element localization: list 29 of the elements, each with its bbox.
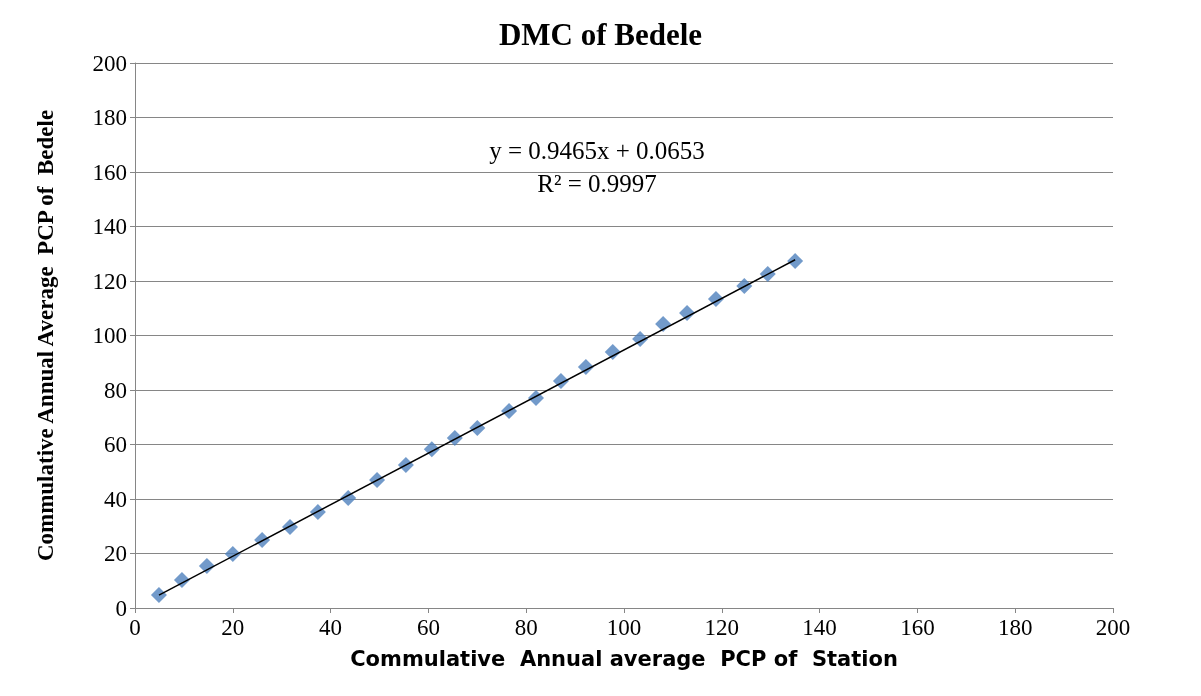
annotation: y = 0.9465x + 0.0653: [489, 137, 705, 164]
x-tick-label: 140: [802, 615, 837, 640]
point: [787, 253, 804, 270]
y-tick-label: 200: [92, 50, 127, 76]
x-tick-label: 120: [704, 615, 740, 640]
x-tick-label: 40: [319, 615, 343, 640]
y-tick-label: 120: [92, 268, 127, 294]
x-tick-label: 60: [416, 615, 440, 640]
x-tick-label: 100: [606, 615, 642, 640]
y-tick-label: 80: [104, 377, 127, 403]
x-tick-label: 200: [1095, 615, 1131, 640]
y-tick-label: 100: [92, 323, 127, 348]
x-tick-label: 20: [221, 615, 245, 640]
point: [150, 586, 167, 603]
x-tick-label: 80: [514, 615, 538, 640]
y-axis-title: Commulative Annual Average PCP of Bedele: [33, 109, 58, 562]
point: [655, 316, 672, 333]
y-tick-label: 20: [104, 541, 127, 566]
chart-title: DMC of Bedele: [498, 17, 703, 52]
y-tick-label: 40: [104, 486, 127, 512]
x-tick-label: 180: [997, 615, 1033, 640]
y-tick-label: 140: [92, 214, 127, 239]
y-tick-label: 60: [104, 432, 127, 457]
y-tick-label: 0: [115, 595, 127, 621]
annotation: R² = 0.9997: [537, 170, 657, 197]
x-tick-label: 160: [900, 615, 935, 640]
y-tick-label: 160: [92, 159, 127, 185]
x-axis-title: Commulative Annual average PCP of Station: [350, 646, 898, 671]
y-tick-label: 180: [92, 105, 127, 130]
